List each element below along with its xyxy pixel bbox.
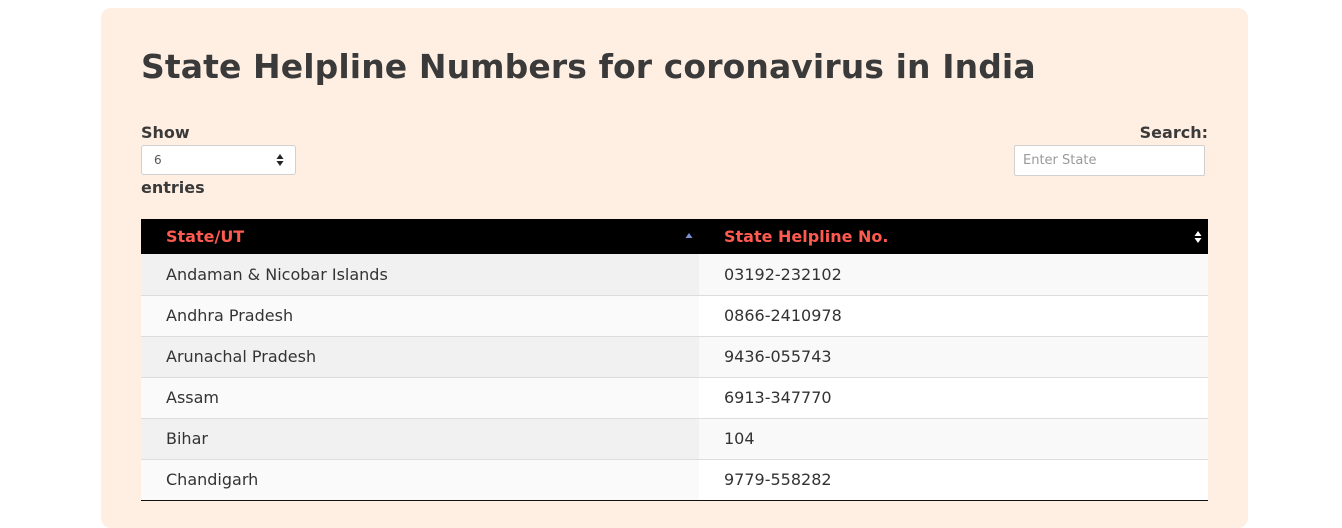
state-cell: Chandigarh [141, 459, 699, 501]
sort-both-icon [1194, 231, 1202, 243]
up-down-arrows-icon [276, 154, 284, 166]
helpline-cell: 9436-055743 [699, 336, 1208, 378]
helpline-table: State/UT State Helpline No. Andaman & Ni… [141, 219, 1208, 501]
table-row: Bihar 104 [141, 418, 1208, 460]
table-row: Andhra Pradesh 0866-2410978 [141, 295, 1208, 337]
table-row: Chandigarh 9779-558282 [141, 459, 1208, 501]
column-header-state[interactable]: State/UT [141, 219, 699, 254]
entries-per-page-select[interactable]: 6 [141, 145, 296, 175]
helpline-cell: 104 [699, 418, 1208, 460]
page-title: State Helpline Numbers for coronavirus i… [141, 47, 1036, 86]
entries-label: entries [141, 178, 205, 197]
state-cell: Assam [141, 377, 699, 419]
state-cell: Arunachal Pradesh [141, 336, 699, 378]
column-header-label: State Helpline No. [724, 227, 889, 246]
show-label: Show [141, 123, 190, 142]
table-row: Arunachal Pradesh 9436-055743 [141, 336, 1208, 378]
table-row: Assam 6913-347770 [141, 377, 1208, 419]
table-row: Andaman & Nicobar Islands 03192-232102 [141, 254, 1208, 296]
helpline-cell: 6913-347770 [699, 377, 1208, 419]
column-header-label: State/UT [166, 227, 245, 246]
column-header-helpline[interactable]: State Helpline No. [699, 219, 1208, 254]
entries-select-value: 6 [154, 153, 162, 167]
helpline-cell: 03192-232102 [699, 254, 1208, 296]
state-cell: Andhra Pradesh [141, 295, 699, 337]
state-cell: Andaman & Nicobar Islands [141, 254, 699, 296]
sort-ascending-icon [685, 233, 693, 238]
search-input[interactable] [1014, 145, 1205, 176]
helpline-cell: 0866-2410978 [699, 295, 1208, 337]
search-label: Search: [1139, 123, 1208, 142]
helpline-cell: 9779-558282 [699, 459, 1208, 501]
state-cell: Bihar [141, 418, 699, 460]
table-header-row: State/UT State Helpline No. [141, 219, 1208, 254]
